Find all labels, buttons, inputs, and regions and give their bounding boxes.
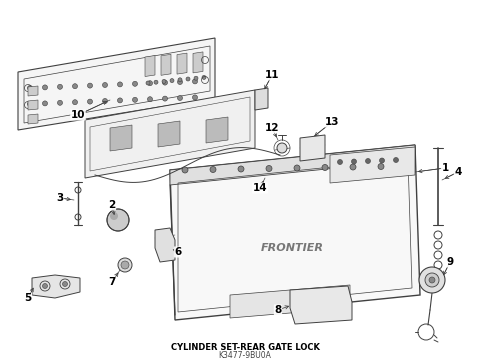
Polygon shape xyxy=(145,55,155,77)
Text: 12: 12 xyxy=(265,123,279,133)
Circle shape xyxy=(162,80,166,84)
Text: 10: 10 xyxy=(71,110,85,120)
Circle shape xyxy=(147,81,152,86)
Circle shape xyxy=(429,277,435,283)
Circle shape xyxy=(177,80,182,85)
Circle shape xyxy=(102,99,107,104)
Circle shape xyxy=(121,261,129,269)
Circle shape xyxy=(170,78,174,82)
Polygon shape xyxy=(330,147,415,183)
Text: 14: 14 xyxy=(253,183,268,193)
Circle shape xyxy=(425,273,439,287)
Circle shape xyxy=(57,84,63,89)
Text: 8: 8 xyxy=(274,305,282,315)
Circle shape xyxy=(43,85,48,90)
Polygon shape xyxy=(255,88,268,110)
Circle shape xyxy=(154,80,158,84)
Text: 7: 7 xyxy=(108,277,116,287)
Text: 13: 13 xyxy=(325,117,339,127)
Circle shape xyxy=(182,167,188,173)
Circle shape xyxy=(202,75,206,80)
Circle shape xyxy=(146,81,150,85)
Polygon shape xyxy=(177,53,187,74)
Text: 9: 9 xyxy=(446,257,454,267)
Circle shape xyxy=(210,166,216,172)
Polygon shape xyxy=(170,145,415,185)
Text: 11: 11 xyxy=(265,70,279,80)
Circle shape xyxy=(350,164,356,170)
Circle shape xyxy=(73,84,77,89)
Polygon shape xyxy=(28,86,38,96)
Polygon shape xyxy=(32,275,80,298)
Polygon shape xyxy=(85,90,255,178)
Polygon shape xyxy=(155,228,175,262)
Polygon shape xyxy=(230,285,350,318)
Circle shape xyxy=(163,96,168,101)
Circle shape xyxy=(351,159,357,164)
Circle shape xyxy=(27,85,32,90)
Circle shape xyxy=(322,165,328,171)
Circle shape xyxy=(178,78,182,82)
Text: 2: 2 xyxy=(108,200,116,210)
Circle shape xyxy=(238,166,244,172)
Text: 4: 4 xyxy=(454,167,462,177)
Circle shape xyxy=(73,100,77,105)
Polygon shape xyxy=(161,54,171,75)
Circle shape xyxy=(88,83,93,88)
Circle shape xyxy=(43,101,48,106)
Polygon shape xyxy=(206,117,228,143)
Polygon shape xyxy=(18,38,215,130)
Circle shape xyxy=(57,100,63,105)
Circle shape xyxy=(393,158,398,162)
Circle shape xyxy=(266,166,272,171)
Circle shape xyxy=(186,77,190,81)
Circle shape xyxy=(277,143,287,153)
Circle shape xyxy=(379,158,385,163)
Circle shape xyxy=(110,212,118,220)
Circle shape xyxy=(102,82,107,87)
Circle shape xyxy=(107,209,129,231)
Circle shape xyxy=(194,76,198,80)
Circle shape xyxy=(88,99,93,104)
Polygon shape xyxy=(193,52,203,73)
Text: CYLINDER SET-REAR GATE LOCK: CYLINDER SET-REAR GATE LOCK xyxy=(171,343,319,352)
Polygon shape xyxy=(170,145,420,320)
Text: FRONTIER: FRONTIER xyxy=(261,243,323,253)
Polygon shape xyxy=(28,114,38,124)
Circle shape xyxy=(118,98,122,103)
Polygon shape xyxy=(158,121,180,147)
Polygon shape xyxy=(28,100,38,110)
Circle shape xyxy=(294,165,300,171)
Circle shape xyxy=(419,267,445,293)
Polygon shape xyxy=(110,125,132,151)
Circle shape xyxy=(163,80,168,85)
Circle shape xyxy=(118,258,132,272)
Circle shape xyxy=(338,159,343,165)
Circle shape xyxy=(132,97,138,102)
Circle shape xyxy=(193,95,197,100)
Circle shape xyxy=(366,158,370,163)
Circle shape xyxy=(63,282,68,287)
Text: 6: 6 xyxy=(174,247,182,257)
Text: K3477-9BU0A: K3477-9BU0A xyxy=(219,351,271,360)
Circle shape xyxy=(43,284,48,288)
Circle shape xyxy=(118,82,122,87)
Circle shape xyxy=(193,79,197,84)
Circle shape xyxy=(177,95,182,100)
Text: 3: 3 xyxy=(56,193,64,203)
Circle shape xyxy=(378,163,384,170)
Polygon shape xyxy=(290,286,352,324)
Circle shape xyxy=(132,81,138,86)
Text: 1: 1 xyxy=(441,163,449,173)
Circle shape xyxy=(147,97,152,102)
Polygon shape xyxy=(300,135,325,161)
Text: 5: 5 xyxy=(24,293,32,303)
Circle shape xyxy=(27,102,32,107)
